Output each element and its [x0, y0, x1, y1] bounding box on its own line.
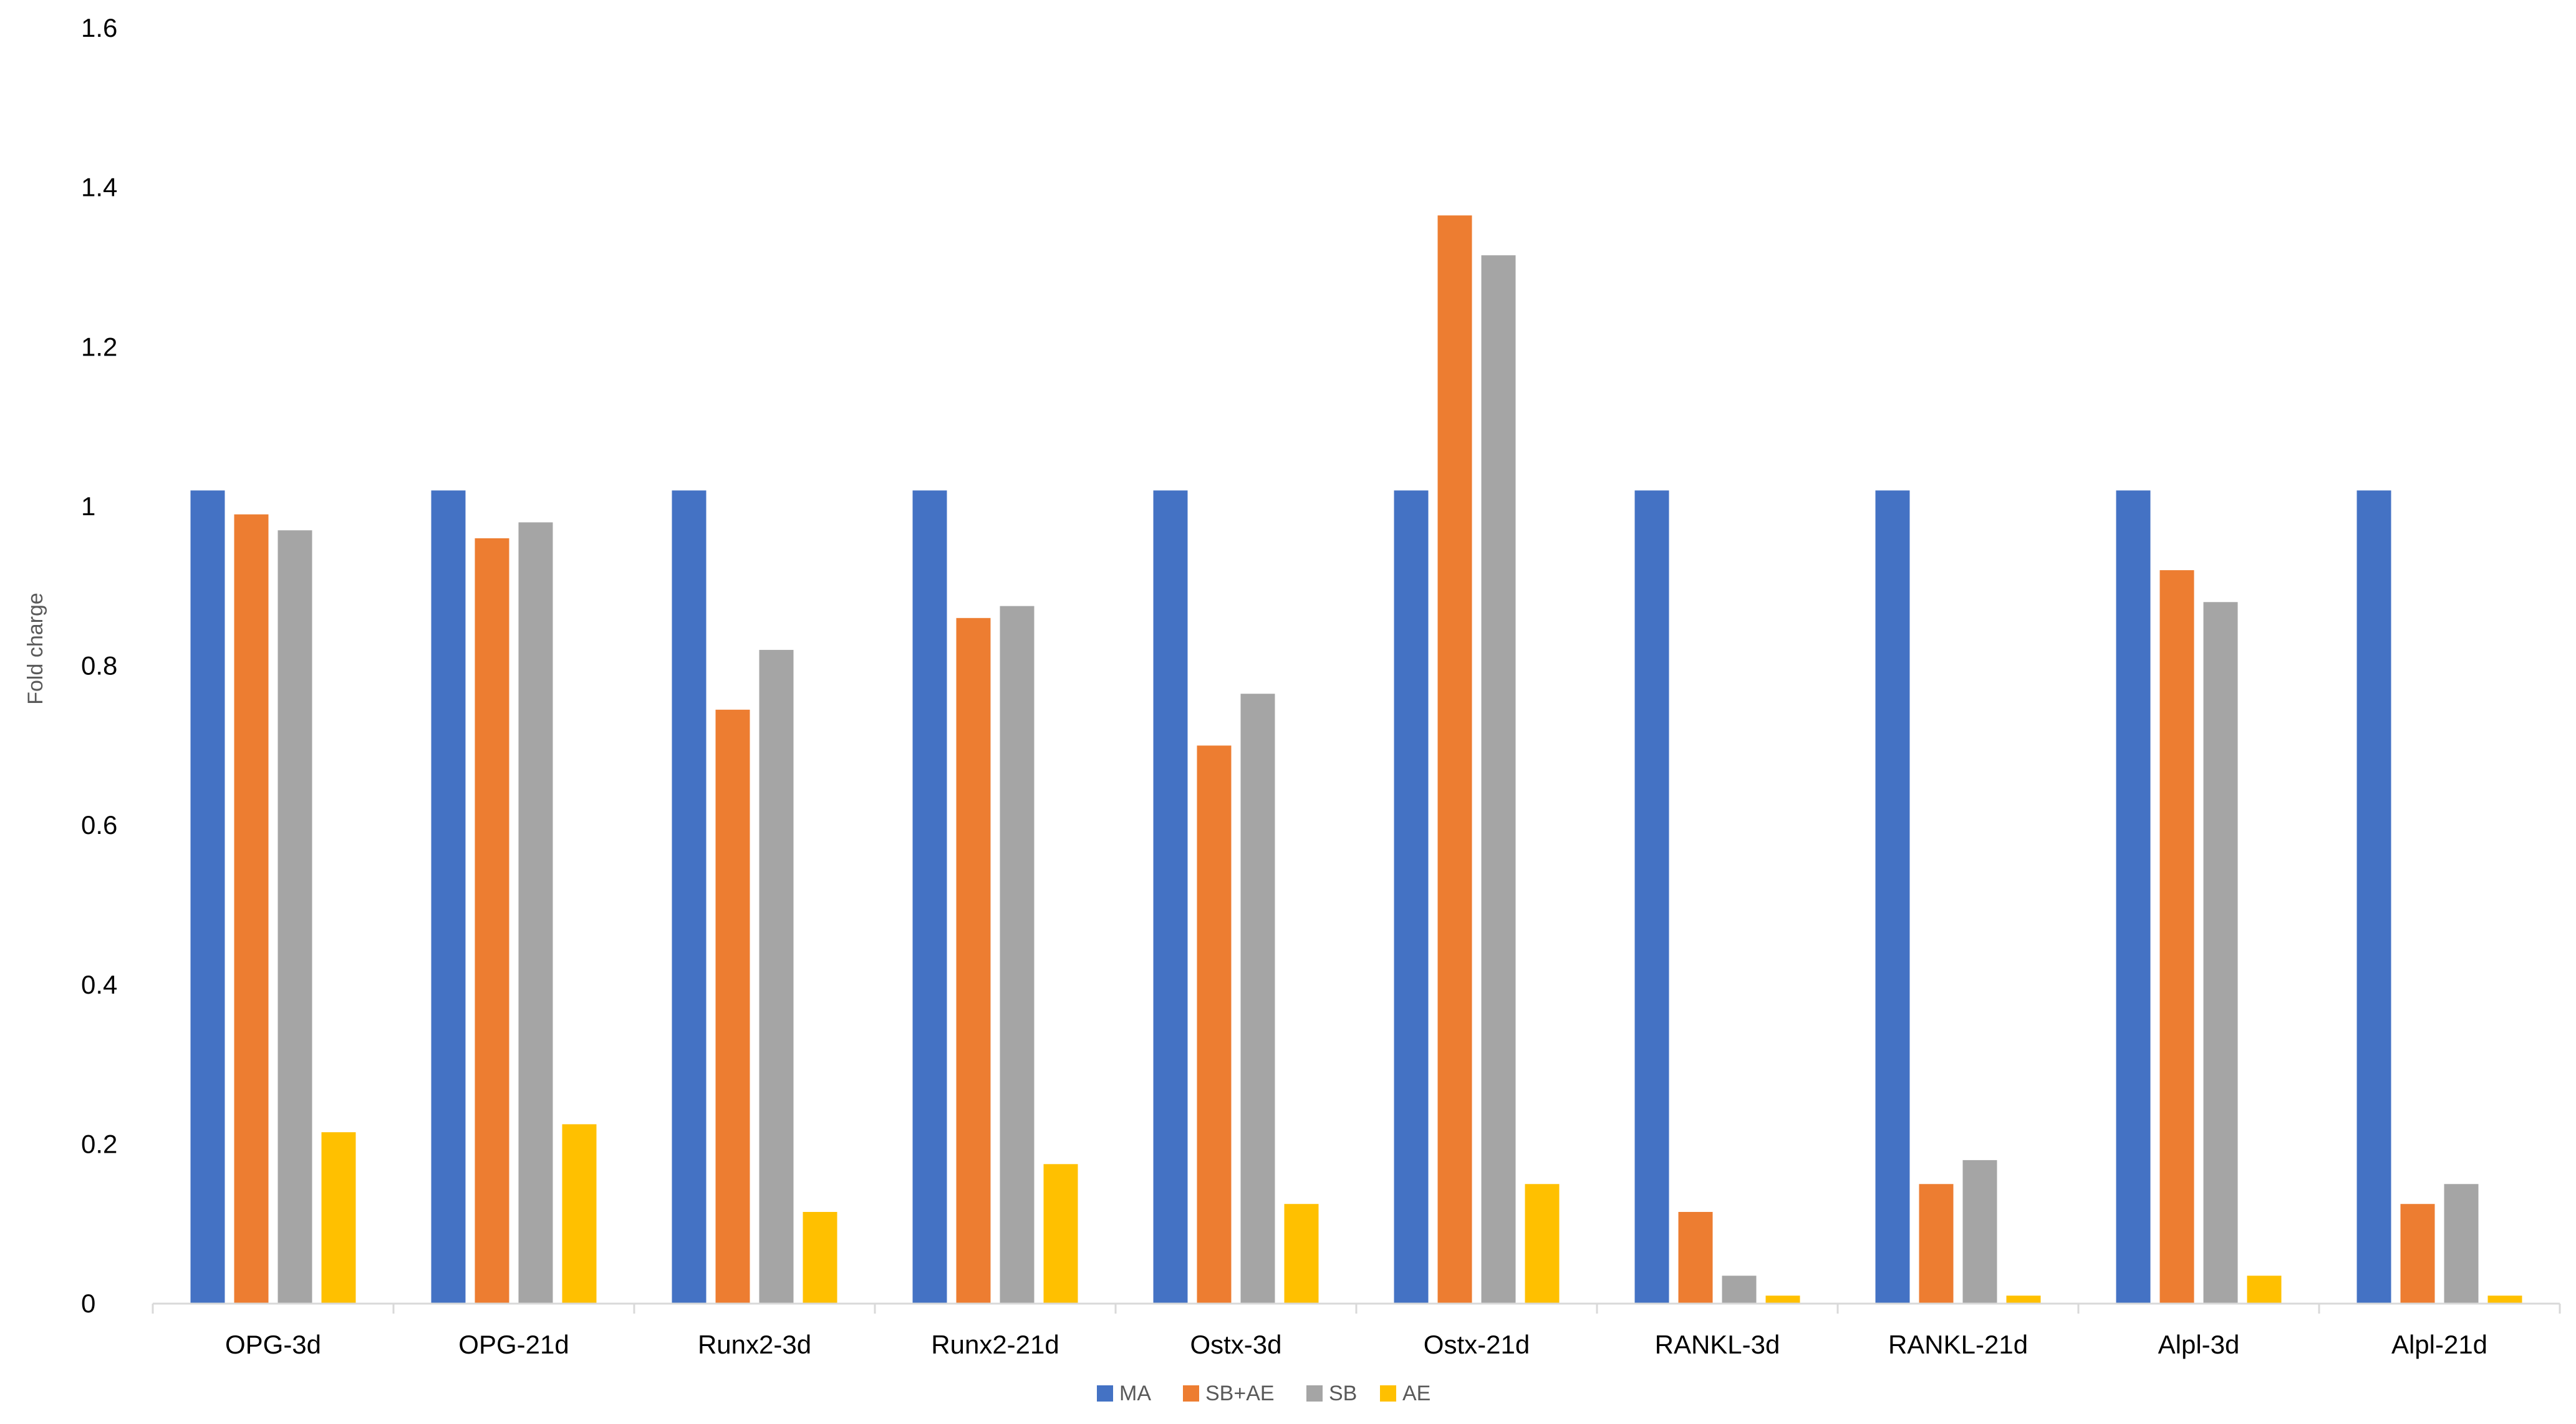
bar-ma-opg-21d	[431, 490, 466, 1304]
bar-sb-rankl-3d	[1722, 1276, 1757, 1304]
bar-ma-rankl-21d	[1875, 490, 1910, 1304]
bar-sb-opg-21d	[518, 522, 553, 1304]
bar-sb-rankl-21d	[1962, 1160, 1997, 1304]
y-tick-label: 1.4	[81, 173, 117, 202]
bar-sb-alpl-3d	[2203, 602, 2238, 1304]
bar-ae-rankl-21d	[2006, 1296, 2041, 1304]
bar-ae-opg-3d	[321, 1132, 356, 1304]
legend-label: SB	[1329, 1382, 1357, 1405]
x-tick-label: RANKL-3d	[1655, 1330, 1780, 1359]
bar-sb-ae-ostx-3d	[1197, 745, 1232, 1304]
bar-sb-runx2-21d	[1000, 606, 1035, 1304]
legend-swatch	[1183, 1385, 1199, 1402]
x-axis-ticks: OPG-3d OPG-21d Runx2-3d Runx2-21d Ostx-3d Ost…	[225, 1330, 2487, 1359]
bar-sb-ae-opg-3d	[234, 514, 269, 1304]
bar-ma-runx2-21d	[912, 490, 947, 1304]
bar-sb-runx2-3d	[759, 649, 794, 1304]
y-axis-ticks: 0 0.2 0.4 0.6 0.8 1 1.2 1.4 1.6	[81, 13, 117, 1318]
bar-sb-ae-rankl-21d	[1919, 1184, 1954, 1304]
bar-sb-ae-runx2-3d	[715, 709, 750, 1304]
bar-ma-alpl-3d	[2116, 490, 2151, 1304]
bar-ae-ostx-3d	[1284, 1204, 1319, 1304]
bar-sb-alpl-21d	[2444, 1184, 2479, 1304]
bar-ae-opg-21d	[562, 1124, 597, 1304]
bar-sb-ae-ostx-21d	[1437, 215, 1472, 1304]
bar-ma-alpl-21d	[2357, 490, 2391, 1304]
bar-sb-opg-3d	[277, 530, 312, 1304]
legend: MA SB+AE SB AE	[1097, 1382, 1430, 1405]
legend-swatch	[1306, 1385, 1323, 1402]
bar-ae-runx2-21d	[1043, 1164, 1078, 1304]
legend-swatch	[1380, 1385, 1396, 1402]
bar-sb-ae-opg-21d	[475, 538, 509, 1304]
y-tick-label: 0.6	[81, 810, 117, 840]
y-tick-label: 0	[81, 1289, 95, 1318]
bar-ma-opg-3d	[190, 490, 225, 1304]
y-tick-label: 0.8	[81, 651, 117, 681]
x-tick-label: Runx2-3d	[698, 1330, 811, 1359]
bar-ae-alpl-21d	[2487, 1296, 2522, 1304]
legend-label: SB+AE	[1205, 1382, 1275, 1405]
bar-sb-ostx-3d	[1240, 694, 1275, 1304]
bar-ma-runx2-3d	[672, 490, 707, 1304]
bar-sb-ostx-21d	[1481, 255, 1516, 1304]
y-tick-label: 0.4	[81, 970, 117, 999]
x-tick-label: Alpl-21d	[2391, 1330, 2487, 1359]
legend-swatch	[1097, 1385, 1113, 1402]
bar-sb-ae-runx2-21d	[956, 618, 991, 1304]
y-tick-label: 0.2	[81, 1129, 117, 1158]
y-tick-label: 1.2	[81, 332, 117, 361]
x-tick-label: Ostx-3d	[1190, 1330, 1281, 1359]
bar-ma-rankl-3d	[1634, 490, 1669, 1304]
y-axis-label: Fold charge	[24, 593, 47, 705]
legend-label: AE	[1402, 1382, 1430, 1405]
bar-ma-ostx-21d	[1394, 490, 1429, 1304]
x-tick-label: Ostx-21d	[1424, 1330, 1530, 1359]
y-tick-label: 1	[81, 492, 95, 521]
y-tick-label: 1.6	[81, 13, 117, 42]
bar-ae-alpl-3d	[2247, 1276, 2282, 1304]
legend-label: MA	[1119, 1382, 1151, 1405]
bar-ae-ostx-21d	[1525, 1184, 1560, 1304]
bar-sb-ae-alpl-3d	[2159, 570, 2194, 1304]
x-axis-dividers	[152, 1304, 2561, 1314]
bar-sb-ae-alpl-21d	[2400, 1204, 2435, 1304]
x-tick-label: Runx2-21d	[931, 1330, 1059, 1359]
bar-ae-rankl-3d	[1765, 1296, 1800, 1304]
x-tick-label: OPG-21d	[458, 1330, 569, 1359]
x-tick-label: Alpl-3d	[2158, 1330, 2240, 1359]
bar-ae-runx2-3d	[803, 1212, 837, 1304]
bar-ma-ostx-3d	[1153, 490, 1188, 1304]
x-tick-label: OPG-3d	[225, 1330, 321, 1359]
bars	[190, 215, 2522, 1304]
bar-sb-ae-rankl-3d	[1678, 1212, 1713, 1304]
x-tick-label: RANKL-21d	[1888, 1330, 2028, 1359]
